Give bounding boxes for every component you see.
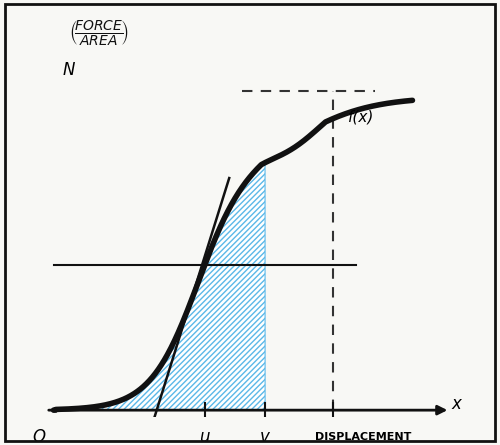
Text: DISPLACEMENT: DISPLACEMENT (315, 432, 412, 441)
Text: $\left(\!\dfrac{FORCE}{AREA}\!\right)$: $\left(\!\dfrac{FORCE}{AREA}\!\right)$ (68, 18, 129, 47)
Text: O: O (32, 428, 45, 445)
Text: v: v (260, 428, 270, 445)
Polygon shape (54, 163, 265, 410)
Text: x: x (451, 396, 461, 413)
Text: N: N (62, 61, 75, 79)
Text: f(x): f(x) (348, 109, 374, 124)
Text: u: u (200, 428, 210, 445)
